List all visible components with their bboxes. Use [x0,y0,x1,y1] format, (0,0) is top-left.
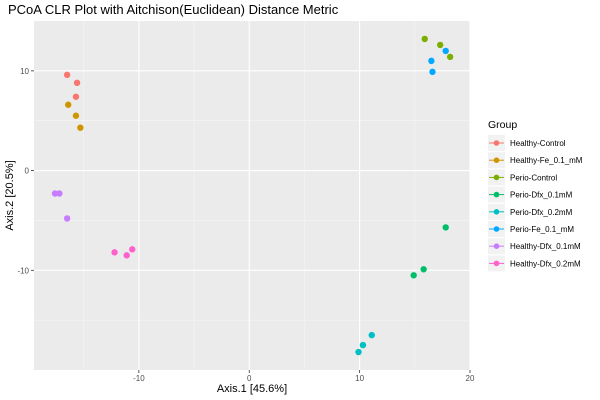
x-tick-label: 10 [355,374,364,383]
legend-label: Healthy-Dfx_0.2mM [510,259,581,268]
x-tick-label: 0 [247,374,252,383]
legend-label: Healthy-Fe_0.1_mM [510,156,583,165]
data-point-5 [442,47,449,55]
data-point-2 [436,41,444,49]
legend-title: Group [488,119,517,131]
data-point-2 [421,35,428,43]
y-tick-label: -10 [17,266,29,275]
data-point-1 [65,101,72,108]
y-axis-ticks: -10 0 10 [17,67,34,275]
legend-label: Perio-Fe_0.1_mM [510,225,574,234]
data-point-6 [63,215,71,222]
data-point-0 [72,93,80,100]
minor-gridlines [34,21,470,370]
y-axis-title: Axis.2 [20.5%] [4,160,16,230]
legend-label: Perio-Dfx_0.2mM [510,208,573,217]
x-tick-label: 20 [466,374,475,383]
data-point-0 [73,79,81,87]
data-point-5 [428,57,435,65]
data-point-1 [77,124,84,131]
data-point-7 [111,249,118,256]
legend-key-point [493,226,500,232]
legend: Group Healthy-Control Healthy-Fe_0.1_mM Pe… [488,119,583,272]
data-point-3 [410,272,417,279]
chart-title: PCoA CLR Plot with Aitchison(Euclidean) … [8,2,339,17]
x-axis-ticks: -10 0 10 20 [133,370,475,383]
major-gridlines [34,21,471,370]
data-point-3 [442,224,449,231]
x-axis-title: Axis.1 [45.6%] [217,383,287,395]
legend-items: Healthy-Control Healthy-Fe_0.1_mM Perio-Co… [488,135,583,272]
data-point-1 [72,112,80,119]
legend-key-point [493,140,500,146]
data-point-7 [129,246,136,253]
data-point-3 [420,266,427,273]
data-point-6 [51,190,59,197]
legend-label: Healthy-Dfx_0.1mM [510,242,581,251]
legend-key-point [493,243,500,249]
legend-key-point [493,191,500,198]
data-point-4 [355,348,362,356]
data-point-6 [56,190,63,197]
legend-key-point [493,174,500,181]
data-point-7 [123,252,130,259]
legend-label: Healthy-Control [510,139,566,148]
data-point-0 [63,71,71,79]
data-point-4 [359,341,367,349]
data-point-5 [429,68,436,76]
plot-panel [34,21,470,370]
y-tick-label: 0 [25,167,30,176]
legend-key-point [493,157,500,163]
y-tick-label: 10 [20,67,29,76]
data-point-4 [368,331,375,339]
data-point-2 [446,53,454,61]
legend-label: Perio-Dfx_0.1mM [510,191,573,200]
legend-label: Perio-Control [510,173,557,182]
legend-key-point [493,260,500,267]
legend-key-point [493,209,500,215]
data-points [51,35,454,356]
x-tick-label: -10 [133,374,145,383]
